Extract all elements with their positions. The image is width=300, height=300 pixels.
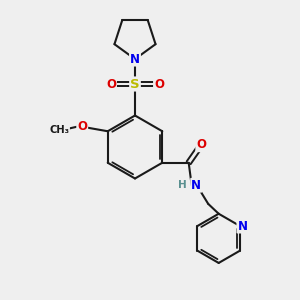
Text: O: O [196, 138, 206, 151]
Text: S: S [130, 77, 140, 91]
Text: O: O [154, 77, 164, 91]
Text: CH₃: CH₃ [49, 125, 69, 135]
Text: O: O [77, 120, 87, 133]
Text: O: O [106, 77, 116, 91]
Text: N: N [191, 179, 201, 192]
Text: H: H [178, 180, 187, 190]
Text: N: N [130, 52, 140, 66]
Text: N: N [237, 220, 248, 232]
